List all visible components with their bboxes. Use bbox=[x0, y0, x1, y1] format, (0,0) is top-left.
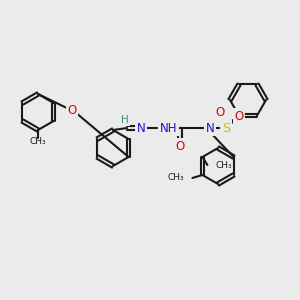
Text: O: O bbox=[176, 140, 184, 152]
Text: CH₃: CH₃ bbox=[215, 160, 232, 169]
Text: NH: NH bbox=[160, 122, 178, 134]
Text: N: N bbox=[206, 122, 214, 134]
Text: O: O bbox=[68, 103, 76, 116]
Text: S: S bbox=[222, 122, 230, 134]
Text: CH₃: CH₃ bbox=[30, 137, 46, 146]
Text: CH₃: CH₃ bbox=[168, 173, 184, 182]
Text: N: N bbox=[136, 122, 146, 134]
Text: H: H bbox=[121, 115, 129, 125]
Text: O: O bbox=[234, 110, 244, 122]
Text: O: O bbox=[215, 106, 225, 119]
